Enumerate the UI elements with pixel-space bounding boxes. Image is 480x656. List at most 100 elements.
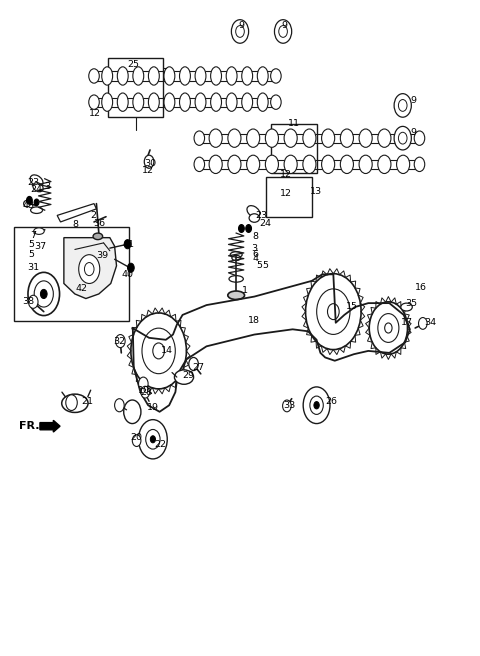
Ellipse shape [164, 67, 175, 85]
Bar [108, 58, 163, 117]
Text: 5: 5 [28, 240, 34, 249]
Text: 24: 24 [259, 218, 271, 228]
Ellipse shape [117, 93, 128, 112]
Text: 37: 37 [35, 241, 47, 251]
Ellipse shape [226, 93, 237, 112]
Circle shape [317, 289, 350, 335]
Circle shape [132, 435, 141, 447]
Circle shape [89, 95, 99, 110]
Ellipse shape [228, 291, 244, 300]
Text: 26: 26 [325, 398, 337, 407]
Text: 3: 3 [252, 243, 257, 253]
Text: 8: 8 [73, 220, 79, 229]
Circle shape [271, 69, 281, 83]
Circle shape [131, 313, 186, 389]
Circle shape [271, 95, 281, 110]
Text: 21: 21 [81, 397, 93, 406]
Circle shape [153, 343, 165, 359]
Circle shape [84, 262, 94, 276]
Ellipse shape [33, 183, 43, 192]
Circle shape [384, 323, 392, 333]
Text: 35: 35 [405, 299, 418, 308]
Ellipse shape [195, 67, 206, 85]
Circle shape [414, 157, 425, 172]
Circle shape [303, 387, 330, 424]
Circle shape [194, 157, 204, 172]
Text: 5: 5 [28, 250, 34, 259]
Ellipse shape [359, 155, 372, 173]
Ellipse shape [396, 155, 410, 173]
Circle shape [239, 224, 244, 232]
Ellipse shape [284, 155, 297, 173]
Ellipse shape [226, 67, 237, 85]
Text: 11: 11 [288, 119, 300, 129]
Ellipse shape [133, 67, 144, 85]
Circle shape [189, 358, 198, 371]
Ellipse shape [303, 129, 316, 148]
Circle shape [79, 255, 100, 283]
Ellipse shape [34, 228, 44, 234]
Circle shape [194, 131, 204, 146]
Text: 34: 34 [424, 318, 436, 327]
Ellipse shape [117, 67, 128, 85]
Circle shape [419, 318, 427, 329]
Circle shape [28, 295, 38, 308]
Ellipse shape [265, 155, 278, 173]
Ellipse shape [230, 252, 242, 258]
Ellipse shape [195, 93, 206, 112]
Circle shape [394, 94, 411, 117]
Text: 27: 27 [192, 363, 204, 372]
Circle shape [310, 396, 323, 415]
Text: 19: 19 [147, 403, 159, 413]
Ellipse shape [257, 93, 268, 112]
Text: 30: 30 [144, 159, 156, 167]
Text: 7: 7 [30, 230, 36, 239]
Bar [197, 134, 422, 143]
Circle shape [398, 133, 407, 144]
Ellipse shape [211, 93, 221, 112]
Ellipse shape [211, 67, 221, 85]
Circle shape [26, 196, 32, 204]
Circle shape [378, 314, 399, 342]
Circle shape [275, 20, 292, 43]
Text: 39: 39 [96, 251, 108, 260]
Ellipse shape [209, 129, 222, 148]
Text: 6: 6 [253, 249, 259, 258]
Circle shape [246, 224, 252, 232]
Ellipse shape [62, 394, 88, 413]
Text: 20: 20 [130, 434, 142, 443]
Ellipse shape [359, 129, 372, 148]
Text: 9: 9 [281, 21, 288, 30]
Circle shape [139, 420, 167, 459]
Circle shape [236, 26, 244, 37]
Text: 41: 41 [123, 239, 135, 249]
Circle shape [28, 272, 60, 316]
Text: 22: 22 [154, 440, 166, 449]
Bar [197, 160, 422, 169]
Ellipse shape [102, 67, 113, 85]
Text: 9: 9 [239, 21, 244, 30]
Circle shape [142, 328, 175, 374]
Circle shape [34, 199, 39, 205]
Text: 40: 40 [121, 270, 133, 279]
Ellipse shape [102, 93, 113, 112]
Ellipse shape [378, 129, 391, 148]
Text: 29: 29 [183, 371, 195, 380]
Polygon shape [64, 237, 117, 298]
Ellipse shape [229, 276, 243, 282]
Circle shape [146, 430, 160, 449]
Text: 31: 31 [27, 263, 39, 272]
Ellipse shape [378, 155, 391, 173]
Circle shape [124, 239, 131, 249]
Text: 17: 17 [400, 318, 412, 327]
Text: 2: 2 [90, 211, 96, 220]
Circle shape [124, 400, 141, 424]
Circle shape [116, 335, 125, 348]
Text: 23: 23 [255, 211, 268, 220]
Ellipse shape [209, 155, 222, 173]
Bar [14, 226, 129, 321]
Text: 33: 33 [283, 401, 295, 410]
Circle shape [314, 401, 319, 409]
Circle shape [369, 302, 408, 354]
Text: 28: 28 [141, 388, 153, 397]
